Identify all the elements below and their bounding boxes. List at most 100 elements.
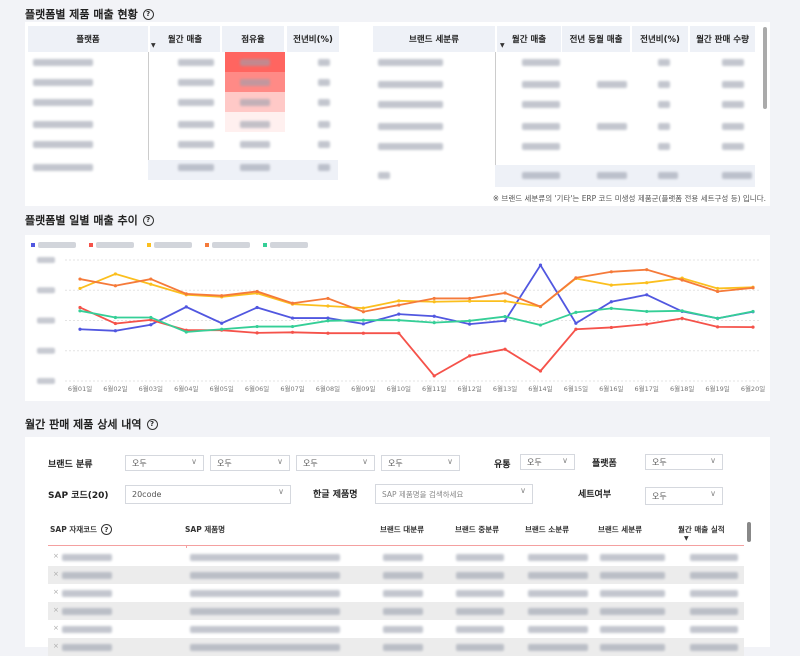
blurred-cell <box>62 608 112 615</box>
blurred-cell <box>33 79 93 86</box>
sort-icon[interactable]: ▼ <box>684 535 689 542</box>
blurred-cell <box>378 101 443 108</box>
column-header[interactable]: 전년비(%) <box>632 26 688 52</box>
column-header[interactable]: 점유율 <box>222 26 284 52</box>
help-icon[interactable]: ? <box>146 418 158 430</box>
blurred-cell <box>658 172 678 179</box>
brand-detail-select[interactable]: 오두 ∨ <box>381 455 460 471</box>
blurred-cell <box>190 572 340 579</box>
column-header[interactable]: 브랜드 세분류 <box>373 26 495 52</box>
set-label: 세트여부 <box>578 490 612 500</box>
help-icon[interactable]: ? <box>142 214 154 226</box>
column-header[interactable]: 월간 매출 <box>150 26 220 52</box>
sort-icon[interactable]: ▼ <box>500 42 505 49</box>
set-select[interactable]: 오두 ∨ <box>645 487 723 505</box>
data-point <box>397 312 401 316</box>
data-point <box>574 327 578 331</box>
blurred-cell <box>240 99 270 106</box>
data-point <box>361 318 365 322</box>
x-tick-label: 6월20일 <box>741 384 765 393</box>
series-line <box>79 268 754 313</box>
data-point <box>78 309 82 313</box>
brand-mid-select[interactable]: 오두 ∨ <box>210 455 290 471</box>
legend-label <box>96 242 134 248</box>
blurred-cell <box>522 172 560 179</box>
help-icon[interactable]: ? <box>100 524 112 535</box>
blurred-cell <box>178 121 214 128</box>
blurred-cell <box>33 164 93 171</box>
blurred-cell <box>178 164 214 171</box>
data-point <box>397 303 401 307</box>
data-point <box>574 310 578 314</box>
data-point <box>326 296 330 301</box>
blurred-cell <box>600 590 665 597</box>
scrollbar[interactable] <box>763 27 767 109</box>
column-header[interactable]: 브랜드 세분류 <box>598 524 678 535</box>
blurred-cell <box>383 608 423 615</box>
data-point <box>113 315 118 320</box>
x-tick-label: 6월14일 <box>528 384 552 393</box>
brand-small-select[interactable]: 오두 ∨ <box>296 455 375 471</box>
x-tick-label: 6월02일 <box>103 384 127 393</box>
column-header[interactable]: 월간 매출 <box>497 26 561 52</box>
blurred-cell <box>658 81 670 88</box>
brand-large-select[interactable]: 오두 ∨ <box>125 455 204 471</box>
x-tick-label: 6월17일 <box>635 384 659 393</box>
column-header[interactable]: 플랫폼 <box>28 26 148 52</box>
column-header[interactable]: SAP 자재코드? <box>50 524 185 535</box>
blurred-cell <box>658 59 670 66</box>
data-point <box>255 331 259 335</box>
sort-icon[interactable]: ▼ <box>151 42 156 49</box>
blurred-cell <box>190 626 340 633</box>
blurred-cell <box>190 590 340 597</box>
dist-select[interactable]: 오두 ∨ <box>520 454 575 470</box>
data-point <box>609 270 613 274</box>
data-point <box>503 299 507 303</box>
column-header[interactable]: 월간 매출 실적 <box>678 524 746 535</box>
data-point <box>113 272 118 276</box>
x-tick-label: 6월10일 <box>387 384 411 393</box>
blurred-cell <box>690 608 738 615</box>
column-header[interactable]: 브랜드 소분류 <box>525 524 598 535</box>
data-point <box>680 309 684 313</box>
blurred-cell <box>522 81 560 88</box>
product-name-label: 한글 제품명 <box>313 490 358 500</box>
row-marker: × <box>53 570 59 578</box>
product-name-input[interactable]: SAP 제품명을 검색하세요 ∨ <box>375 484 533 504</box>
legend-label <box>270 242 308 248</box>
x-tick-label: 6월12일 <box>457 384 481 393</box>
data-point <box>149 318 153 322</box>
section-title-platform-sales: 플랫폼별 제품 매출 현황? <box>25 6 154 22</box>
data-point <box>645 281 649 285</box>
sap-code-input[interactable]: 20code ∨ <box>125 485 291 504</box>
blurred-cell <box>597 81 627 88</box>
blurred-cell <box>190 608 340 615</box>
header-label: 브랜드 대분류 <box>380 525 425 534</box>
scrollbar[interactable] <box>747 522 751 542</box>
data-point <box>149 282 153 286</box>
column-header[interactable]: SAP 제품명 <box>185 524 380 535</box>
x-tick-label: 6월01일 <box>68 384 92 393</box>
data-point <box>538 369 543 373</box>
data-point <box>113 284 118 288</box>
legend-marker <box>31 243 35 247</box>
blurred-cell <box>62 644 112 651</box>
data-point <box>680 278 684 282</box>
blurred-cell <box>722 81 744 88</box>
help-icon[interactable]: ? <box>142 8 154 20</box>
column-header[interactable]: 전년 동월 매출 <box>562 26 630 52</box>
row-marker: × <box>53 606 59 614</box>
column-header[interactable]: 전년비(%) <box>287 26 339 52</box>
title-text: 플랫폼별 제품 매출 현황 <box>25 8 138 21</box>
data-point <box>574 321 578 325</box>
blurred-cell <box>190 644 340 651</box>
column-header[interactable]: 월간 판매 수량 <box>690 26 755 52</box>
column-header[interactable]: 브랜드 중분류 <box>455 524 525 535</box>
blurred-cell <box>383 644 423 651</box>
platform-select[interactable]: 오두 ∨ <box>645 454 723 470</box>
column-header[interactable]: 브랜드 대분류 <box>380 524 455 535</box>
chevron-down-icon: ∨ <box>710 489 716 498</box>
title-text: 월간 판매 제품 상세 내역 <box>25 418 142 431</box>
chevron-down-icon: ∨ <box>191 457 197 466</box>
chevron-down-icon: ∨ <box>710 456 716 465</box>
